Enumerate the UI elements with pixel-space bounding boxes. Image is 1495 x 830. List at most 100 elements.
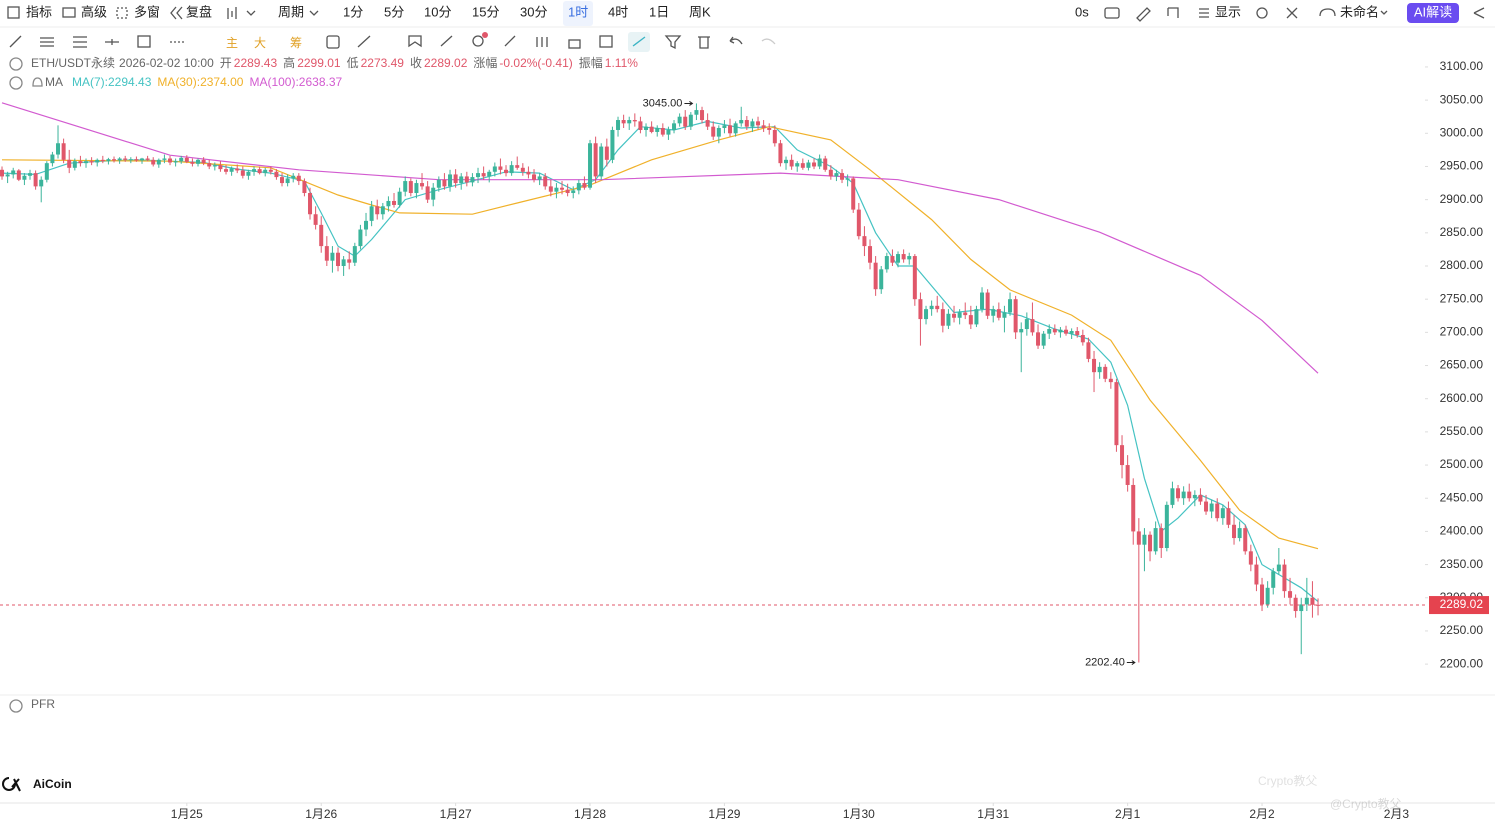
- candle-body: [935, 305, 940, 310]
- candle-body: [1215, 503, 1220, 519]
- interval[interactable]: 1日: [649, 4, 669, 19]
- icon[interactable]: [1167, 7, 1179, 18]
- candle-body: [392, 200, 397, 205]
- tool[interactable]: 大: [254, 36, 266, 50]
- candle-body: [526, 171, 531, 175]
- icon[interactable]: [1136, 7, 1151, 22]
- x-tick-label: 1月31: [977, 807, 1009, 821]
- interval[interactable]: 15分: [472, 4, 499, 19]
- y-tick-label: 3000.00: [1440, 125, 1484, 139]
- icon[interactable]: [472, 35, 484, 47]
- tool[interactable]: 筹: [290, 36, 302, 50]
- candle-body: [1243, 528, 1248, 552]
- legend-entry: MA(7):2294.43: [72, 75, 152, 89]
- icon[interactable]: [698, 36, 710, 49]
- symbol: ETH/USDT永续: [31, 56, 115, 70]
- candle-body: [1002, 312, 1007, 318]
- icon[interactable]: [9, 57, 23, 71]
- candle-body: [929, 305, 934, 310]
- icon[interactable]: [9, 35, 22, 48]
- icon[interactable]: [73, 36, 87, 48]
- toolbar-item[interactable]: 复盘: [186, 4, 212, 19]
- candle-body: [560, 187, 565, 190]
- candle-body: [453, 174, 458, 184]
- candle-body: [1069, 331, 1074, 334]
- ai-button[interactable]: [1407, 3, 1459, 23]
- candle-body: [610, 129, 615, 160]
- icon[interactable]: [504, 35, 516, 47]
- icon[interactable]: [32, 77, 43, 87]
- candle-body: [498, 166, 503, 170]
- candle-body: [252, 169, 257, 172]
- candle-body: [470, 177, 475, 183]
- toolbar-item[interactable]: 高级: [81, 4, 107, 19]
- icon[interactable]: [1319, 8, 1336, 17]
- icon: [62, 7, 76, 18]
- icon[interactable]: [568, 39, 581, 49]
- icon[interactable]: [9, 699, 23, 713]
- candle-body: [324, 246, 329, 261]
- candle-body: [78, 161, 83, 164]
- interval[interactable]: 30分: [520, 4, 547, 19]
- tool[interactable]: 主: [226, 36, 238, 50]
- icon[interactable]: [632, 36, 646, 47]
- annotation-arrow: [1126, 660, 1136, 665]
- toolbar-item[interactable]: 指标: [26, 4, 52, 19]
- icon[interactable]: [408, 35, 422, 48]
- last-price-tag: [1429, 596, 1489, 615]
- icon[interactable]: [227, 7, 256, 19]
- candle-body: [1086, 342, 1091, 359]
- candle-body: [1080, 335, 1085, 343]
- candle-body: [50, 154, 55, 164]
- ai-button-label[interactable]: AI解读: [1414, 4, 1452, 19]
- candle-body: [212, 165, 217, 167]
- plot: 2200.002250.002300.002350.002400.002450.…: [0, 59, 1489, 670]
- candle-body: [33, 173, 38, 187]
- icon[interactable]: [536, 37, 548, 47]
- interval[interactable]: 4时: [608, 4, 628, 19]
- candle-body: [67, 159, 72, 168]
- interval[interactable]: 周K: [689, 4, 711, 19]
- interval[interactable]: 1分: [343, 4, 363, 19]
- icon[interactable]: [326, 35, 340, 49]
- layout-name[interactable]: 未命名: [1340, 4, 1379, 19]
- label: 高: [283, 55, 295, 70]
- icon[interactable]: [1199, 8, 1209, 18]
- icon[interactable]: [40, 37, 54, 47]
- icon[interactable]: [1286, 7, 1298, 19]
- icon[interactable]: [1104, 7, 1120, 19]
- toolbar-item[interactable]: 显示: [1215, 4, 1241, 19]
- change-value: -0.02%(-0.41): [499, 56, 572, 70]
- icon[interactable]: [137, 35, 151, 48]
- icon[interactable]: [1256, 7, 1268, 19]
- candle-body: [408, 181, 413, 194]
- interval[interactable]: 1时: [568, 4, 588, 19]
- icon[interactable]: [357, 35, 371, 48]
- candle-body: [369, 206, 374, 221]
- icon[interactable]: [729, 36, 743, 45]
- open-value: 2289.43: [234, 56, 278, 70]
- candle-body: [784, 159, 789, 164]
- candle-body: [1125, 465, 1130, 485]
- toolbar-item[interactable]: 周期: [278, 4, 304, 19]
- candle-body: [800, 163, 805, 168]
- icon[interactable]: [1473, 7, 1485, 19]
- interval[interactable]: 10分: [424, 4, 451, 19]
- candle-body: [179, 157, 184, 162]
- icon[interactable]: [9, 76, 23, 90]
- candle-body: [649, 126, 654, 132]
- interval[interactable]: 5分: [384, 4, 404, 19]
- candle-body: [459, 176, 464, 184]
- icon[interactable]: [105, 39, 119, 45]
- candle-body: [739, 120, 744, 124]
- icon[interactable]: [664, 35, 682, 50]
- info-line: ETH/USDT永续 2026-02-02 10:00 开 2289.43 高 2299.…: [31, 55, 638, 70]
- icon[interactable]: [599, 35, 613, 48]
- candle-body: [1226, 508, 1231, 525]
- candle-body: [358, 229, 363, 247]
- toolbar-item[interactable]: 多窗: [134, 4, 160, 19]
- icon[interactable]: [440, 35, 453, 47]
- candle-body: [728, 125, 733, 134]
